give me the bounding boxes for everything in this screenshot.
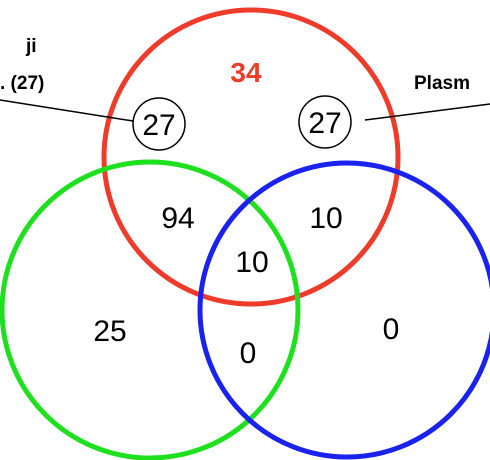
right-label: Plasm (414, 73, 470, 94)
right-callout-circle (298, 95, 352, 149)
right-leader-line (364, 103, 490, 121)
red-circle (101, 7, 401, 307)
left-label-line1: ji (25, 36, 37, 57)
green-only-count: 25 (93, 315, 126, 348)
blue-only-count: 0 (383, 313, 400, 346)
all-three-count: 10 (235, 246, 268, 279)
green-circle (0, 159, 301, 460)
left-label-line2: . (27) (0, 73, 44, 94)
left-leader-line (0, 99, 134, 122)
left-callout-value: 27 (142, 109, 175, 142)
red-only-count: 34 (230, 57, 262, 88)
red-green-count: 94 (161, 202, 194, 235)
red-blue-count: 10 (309, 202, 342, 235)
blue-circle (197, 160, 490, 460)
green-blue-count: 0 (240, 337, 257, 370)
right-callout-value: 27 (308, 107, 341, 140)
left-callout-circle (132, 97, 186, 151)
